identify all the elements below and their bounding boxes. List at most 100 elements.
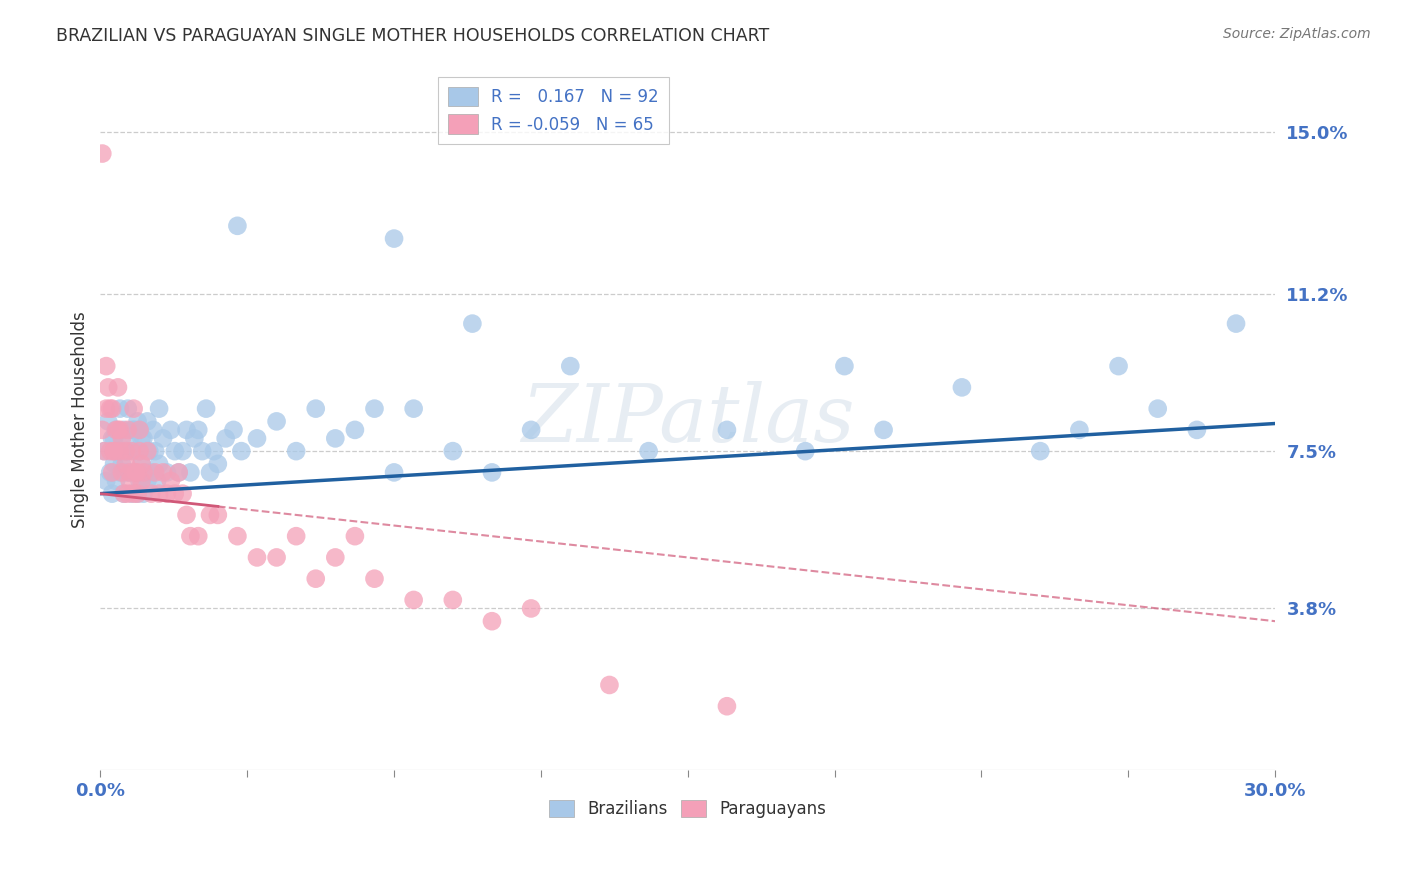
- Point: [179, 466, 201, 480]
- Point: [117, 444, 139, 458]
- Point: [716, 699, 738, 714]
- Point: [163, 486, 186, 500]
- Point: [111, 444, 134, 458]
- Point: [112, 486, 135, 500]
- Point: [122, 401, 145, 416]
- Point: [103, 457, 125, 471]
- Point: [103, 444, 125, 458]
- Point: [285, 444, 308, 458]
- Point: [520, 423, 543, 437]
- Point: [128, 474, 150, 488]
- Point: [131, 431, 153, 445]
- Point: [152, 431, 174, 445]
- Point: [222, 423, 245, 437]
- Point: [207, 508, 229, 522]
- Point: [91, 423, 114, 437]
- Point: [231, 444, 253, 458]
- Point: [117, 423, 139, 437]
- Point: [108, 401, 131, 416]
- Point: [179, 529, 201, 543]
- Point: [198, 508, 221, 522]
- Point: [1029, 444, 1052, 458]
- Point: [128, 423, 150, 437]
- Point: [176, 508, 198, 522]
- Point: [148, 457, 170, 471]
- Point: [560, 359, 582, 373]
- Point: [167, 466, 190, 480]
- Text: ZIPatlas: ZIPatlas: [522, 381, 855, 458]
- Point: [118, 431, 141, 445]
- Point: [131, 474, 153, 488]
- Text: Source: ZipAtlas.com: Source: ZipAtlas.com: [1223, 27, 1371, 41]
- Point: [950, 380, 973, 394]
- Point: [160, 423, 183, 437]
- Point: [127, 414, 149, 428]
- Point: [107, 444, 129, 458]
- Point: [136, 474, 159, 488]
- Point: [143, 444, 166, 458]
- Point: [93, 444, 115, 458]
- Point: [176, 423, 198, 437]
- Point: [132, 431, 155, 445]
- Point: [131, 457, 153, 471]
- Point: [305, 401, 328, 416]
- Point: [834, 359, 856, 373]
- Point: [117, 486, 139, 500]
- Point: [118, 466, 141, 480]
- Point: [363, 572, 385, 586]
- Point: [132, 466, 155, 480]
- Point: [111, 466, 134, 480]
- Point: [101, 486, 124, 500]
- Point: [114, 457, 136, 471]
- Point: [134, 466, 156, 480]
- Point: [198, 466, 221, 480]
- Point: [128, 423, 150, 437]
- Point: [246, 431, 269, 445]
- Point: [343, 423, 366, 437]
- Point: [124, 466, 146, 480]
- Point: [141, 486, 163, 500]
- Point: [167, 466, 190, 480]
- Point: [136, 414, 159, 428]
- Point: [402, 401, 425, 416]
- Point: [226, 529, 249, 543]
- Point: [93, 444, 115, 458]
- Point: [183, 431, 205, 445]
- Point: [118, 474, 141, 488]
- Point: [97, 380, 120, 394]
- Point: [305, 572, 328, 586]
- Point: [481, 466, 503, 480]
- Point: [112, 486, 135, 500]
- Point: [637, 444, 659, 458]
- Point: [114, 444, 136, 458]
- Point: [117, 401, 139, 416]
- Point: [114, 444, 136, 458]
- Point: [114, 466, 136, 480]
- Point: [461, 317, 484, 331]
- Point: [156, 466, 179, 480]
- Point: [382, 466, 405, 480]
- Point: [148, 401, 170, 416]
- Point: [122, 444, 145, 458]
- Point: [131, 457, 153, 471]
- Point: [323, 431, 346, 445]
- Point: [96, 359, 118, 373]
- Point: [1225, 317, 1247, 331]
- Point: [152, 466, 174, 480]
- Point: [98, 466, 121, 480]
- Point: [112, 423, 135, 437]
- Point: [97, 414, 120, 428]
- Point: [132, 486, 155, 500]
- Point: [111, 431, 134, 445]
- Point: [101, 431, 124, 445]
- Point: [195, 401, 218, 416]
- Point: [363, 401, 385, 416]
- Point: [128, 444, 150, 458]
- Point: [343, 529, 366, 543]
- Point: [1185, 423, 1208, 437]
- Point: [96, 401, 118, 416]
- Point: [187, 529, 209, 543]
- Point: [98, 444, 121, 458]
- Point: [402, 593, 425, 607]
- Point: [111, 457, 134, 471]
